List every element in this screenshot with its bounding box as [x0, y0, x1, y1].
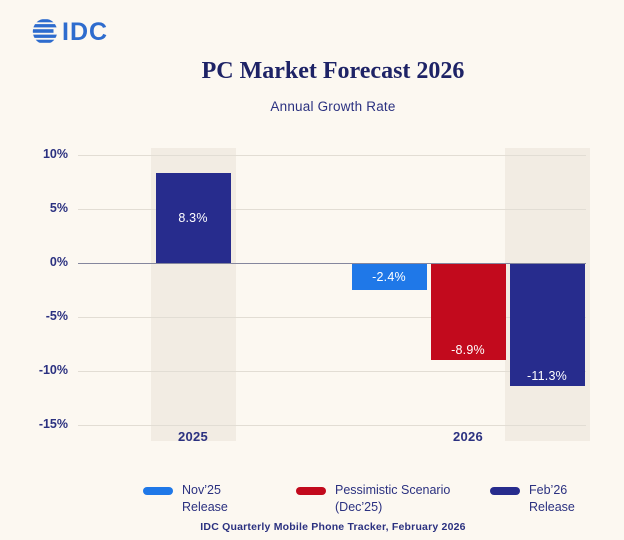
y-axis-tick--15%: -15% [38, 417, 68, 431]
gridline-5% [78, 209, 586, 210]
bar-value-label: -11.3% [527, 369, 567, 384]
chart-plot-area: 8.3% 2025 -2.4% -8.9% -11.3% 2026 10% 5% 0% -5% -1… [38, 147, 590, 444]
logo-text: IDC [62, 17, 109, 46]
legend-swatch [296, 487, 326, 495]
y-axis-tick--5%: -5% [45, 309, 68, 323]
legend-swatch [143, 487, 173, 495]
y-axis-tick-0%: 0% [49, 255, 68, 269]
bar-value-label: -8.9% [451, 343, 485, 358]
bar-value-label: 8.3% [178, 211, 208, 226]
legend-label: Feb’26 Release [529, 483, 575, 514]
bar-value-label: -2.4% [372, 269, 406, 284]
source-note: IDC Quarterly Mobile Phone Tracker, Febr… [200, 521, 466, 533]
gridline-10% [78, 155, 586, 156]
gridline--10% [78, 371, 586, 372]
legend-item-2: Pessimistic Scenario (Dec’25) [296, 482, 450, 516]
gridline--5% [78, 317, 586, 318]
x-axis-label-2026: 2026 [452, 429, 484, 444]
bar-2026-nov-25-release: -2.4% [351, 264, 427, 290]
x-axis-label-2025: 2025 [177, 429, 209, 444]
bar-2026-feb-26-release: -11.3% [509, 264, 585, 387]
gridline-0% [78, 263, 586, 264]
y-axis-tick-5%: 5% [49, 201, 68, 215]
y-axis-tick-10%: 10% [42, 147, 68, 161]
globe-icon [32, 18, 58, 45]
legend-label: Pessimistic Scenario (Dec’25) [335, 483, 451, 514]
idc-logo: IDC [32, 18, 108, 45]
y-axis-tick--10%: -10% [38, 363, 68, 377]
gridline--15% [78, 425, 586, 426]
legend-label: Nov’25 Release [182, 483, 228, 514]
page-subtitle: Annual Growth Rate [270, 99, 396, 114]
legend-swatch [490, 487, 520, 495]
legend-item-1: Nov’25 Release [143, 482, 228, 516]
bar-2026-pessimistic-scenario-dec-25-: -8.9% [430, 264, 506, 361]
page-title: PC Market Forecast 2026 [201, 58, 465, 84]
bar-2025-feb-26-release: 8.3% [155, 173, 231, 263]
legend-item-3: Feb’26 Release [490, 482, 575, 516]
